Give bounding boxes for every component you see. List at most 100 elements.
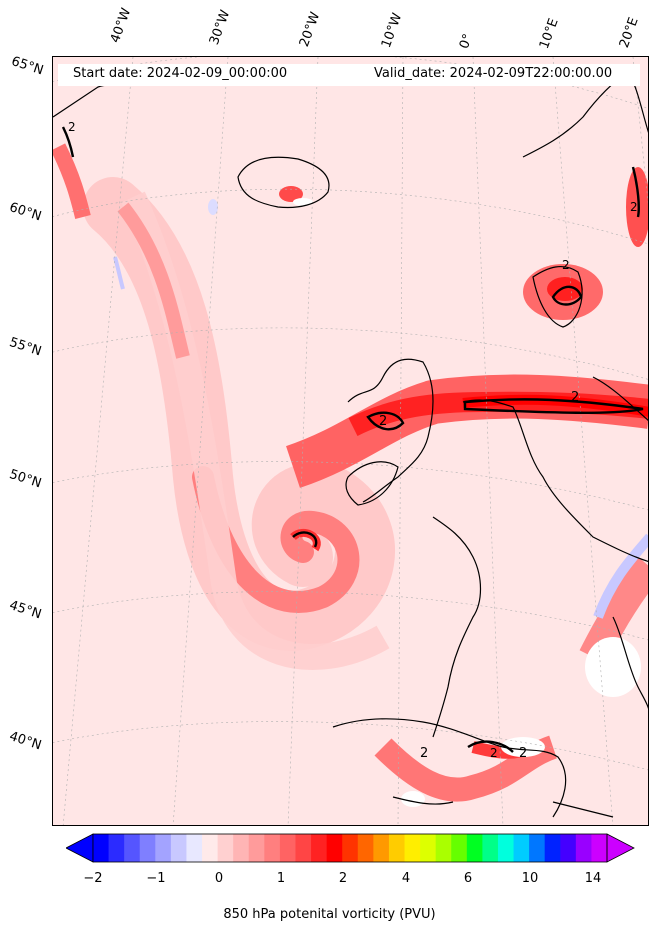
pv-2-contours: [61, 126, 644, 753]
contour-cyclone: [292, 531, 318, 548]
pv-field-map: [53, 57, 648, 825]
colorbar-swatch: [420, 834, 437, 862]
info-bar: [58, 64, 640, 86]
france-coast: [432, 516, 482, 738]
colorbar-tick: 4: [401, 871, 411, 886]
contour-label: 2: [490, 746, 498, 760]
colorbar-swatch: [342, 834, 359, 862]
colorbar-swatch: [404, 834, 421, 862]
blue-streak-west: [113, 256, 125, 290]
colorbar-label: 850 hPa potenital vorticity (PVU): [223, 907, 436, 922]
colorbar-swatch: [575, 834, 592, 862]
scandinavia-edge-patch: [626, 167, 648, 247]
colorbar-extend-low: [66, 833, 94, 863]
colorbar-swatch: [311, 834, 328, 862]
lat-label-45n: 45°N: [7, 598, 44, 623]
contour-label: 2: [68, 120, 76, 134]
contour-label: 2: [571, 390, 580, 405]
colorbar-swatch: [155, 834, 172, 862]
continent-coast-north: [462, 399, 648, 562]
blue-streak-east: [593, 533, 648, 619]
lon-label-20e: 20°E: [616, 15, 642, 51]
iberia-pv-band: [374, 735, 558, 802]
britain-coast: [347, 358, 434, 503]
lon-label-0: 0°: [456, 31, 477, 51]
nw-band: [117, 202, 190, 359]
italy-coast: [612, 616, 648, 709]
contour-label: 2: [630, 200, 638, 214]
lat-label-55n: 55°N: [7, 335, 44, 360]
blue-patch-atlantic: [208, 199, 218, 215]
lat-label-60n: 60°N: [7, 200, 44, 225]
colorbar-swatch: [139, 834, 156, 862]
colorbar-swatch: [202, 834, 219, 862]
lon-label-40w: 40°W: [107, 6, 135, 45]
graticule: [53, 57, 648, 825]
colorbar-swatch: [186, 834, 203, 862]
colorbar-swatch: [482, 834, 499, 862]
colorbar-tick: −2: [83, 871, 103, 886]
colorbar-swatch: [497, 834, 515, 862]
contour-norway: [551, 285, 583, 306]
colorbar-tick: 1: [276, 871, 286, 886]
lon-label-10w: 10°W: [378, 11, 406, 50]
colorbar-swatch: [108, 834, 125, 862]
contour-greenland: [61, 126, 75, 158]
colorbar-swatch: [435, 834, 452, 862]
colorbar-tick: 14: [584, 871, 602, 886]
colorbar-swatch: [248, 834, 265, 862]
colorbar-swatch: [124, 834, 141, 862]
colorbar-swatch: [591, 834, 608, 862]
contour-label: 2: [379, 414, 388, 429]
colorbar-swatch: [451, 834, 468, 862]
north-africa-coast: [392, 796, 454, 805]
colorbar-swatch: [295, 834, 312, 862]
lon-label-10e: 10°E: [536, 16, 562, 51]
colorbar-tick: 6: [463, 871, 473, 886]
valid-date-text: Valid_date: 2024-02-09T22:00:00.00: [374, 66, 613, 81]
lat-label-65n: 65°N: [9, 54, 46, 79]
lon-label-30w: 30°W: [206, 8, 234, 47]
colorbar-frame: [92, 833, 608, 863]
lat-label-40n: 40°N: [7, 729, 44, 754]
colorbar-swatch: [373, 834, 390, 862]
lon-label-20w: 20°W: [296, 10, 324, 49]
contour-north-sea: [463, 398, 644, 414]
contour-med-1: [467, 740, 514, 753]
colorbar-tick: −1: [146, 871, 166, 886]
contour-label: 2: [420, 746, 429, 761]
lat-label-50n: 50°N: [7, 467, 44, 492]
negative-pv-patch-iberia: [401, 791, 425, 807]
ireland-coast: [345, 461, 399, 506]
colorbar-swatch: [466, 834, 483, 862]
contour-label: 2: [562, 258, 570, 272]
colorbar-swatch: [544, 834, 561, 862]
norway-pv-core: [547, 277, 583, 301]
colorbar-swatch: [217, 834, 234, 862]
colorbar-swatch: [388, 834, 406, 862]
contour-scotland: [366, 411, 405, 431]
colorbar-swatch: [326, 834, 343, 862]
colorbar-swatch: [513, 834, 530, 862]
colorbar-tick: 0: [214, 871, 224, 886]
colorbar-tick: 10: [521, 871, 539, 886]
colorbar-swatch: [529, 834, 546, 862]
iceland-coast: [237, 156, 330, 209]
colorbar-swatch: [560, 834, 577, 862]
colorbar-swatch: [233, 834, 250, 862]
colorbar: [66, 833, 635, 863]
negative-pv-patch-iceland: [293, 198, 313, 206]
map-panel: [52, 56, 649, 826]
negative-pv-patch-east: [585, 637, 641, 697]
baltic-coast: [592, 376, 648, 422]
start-date-text: Start date: 2024-02-09_00:00:00: [73, 66, 288, 81]
colorbar-tick: 2: [338, 871, 348, 886]
colorbar-swatch: [264, 834, 281, 862]
colorbar-swatch: [357, 834, 374, 862]
colorbar-extend-high: [606, 833, 635, 863]
cyclone-swirl-inner: [192, 466, 360, 613]
colorbar-swatch: [170, 834, 187, 862]
contour-label: 2: [519, 746, 528, 761]
iceland-pv-patch: [279, 186, 303, 202]
colorbar-swatch: [93, 834, 110, 862]
